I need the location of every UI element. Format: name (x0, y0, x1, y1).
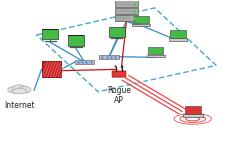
Text: Internet: Internet (4, 101, 35, 110)
FancyBboxPatch shape (42, 29, 58, 30)
FancyBboxPatch shape (169, 38, 187, 41)
FancyBboxPatch shape (68, 35, 84, 36)
FancyBboxPatch shape (108, 27, 124, 37)
FancyBboxPatch shape (68, 35, 84, 46)
Ellipse shape (13, 85, 26, 92)
Text: Rogue
AP: Rogue AP (107, 86, 131, 105)
FancyBboxPatch shape (42, 29, 58, 39)
Ellipse shape (8, 86, 21, 93)
Ellipse shape (12, 89, 27, 94)
FancyBboxPatch shape (75, 60, 94, 64)
FancyBboxPatch shape (147, 55, 165, 57)
FancyBboxPatch shape (42, 61, 60, 77)
FancyBboxPatch shape (115, 8, 138, 14)
FancyBboxPatch shape (183, 114, 203, 117)
FancyBboxPatch shape (170, 30, 186, 38)
FancyBboxPatch shape (115, 0, 138, 7)
FancyBboxPatch shape (134, 16, 149, 23)
FancyBboxPatch shape (115, 15, 138, 21)
FancyBboxPatch shape (148, 47, 164, 54)
FancyBboxPatch shape (112, 71, 126, 77)
FancyBboxPatch shape (132, 24, 150, 26)
FancyBboxPatch shape (99, 55, 119, 59)
Ellipse shape (18, 86, 31, 93)
FancyBboxPatch shape (185, 106, 201, 114)
